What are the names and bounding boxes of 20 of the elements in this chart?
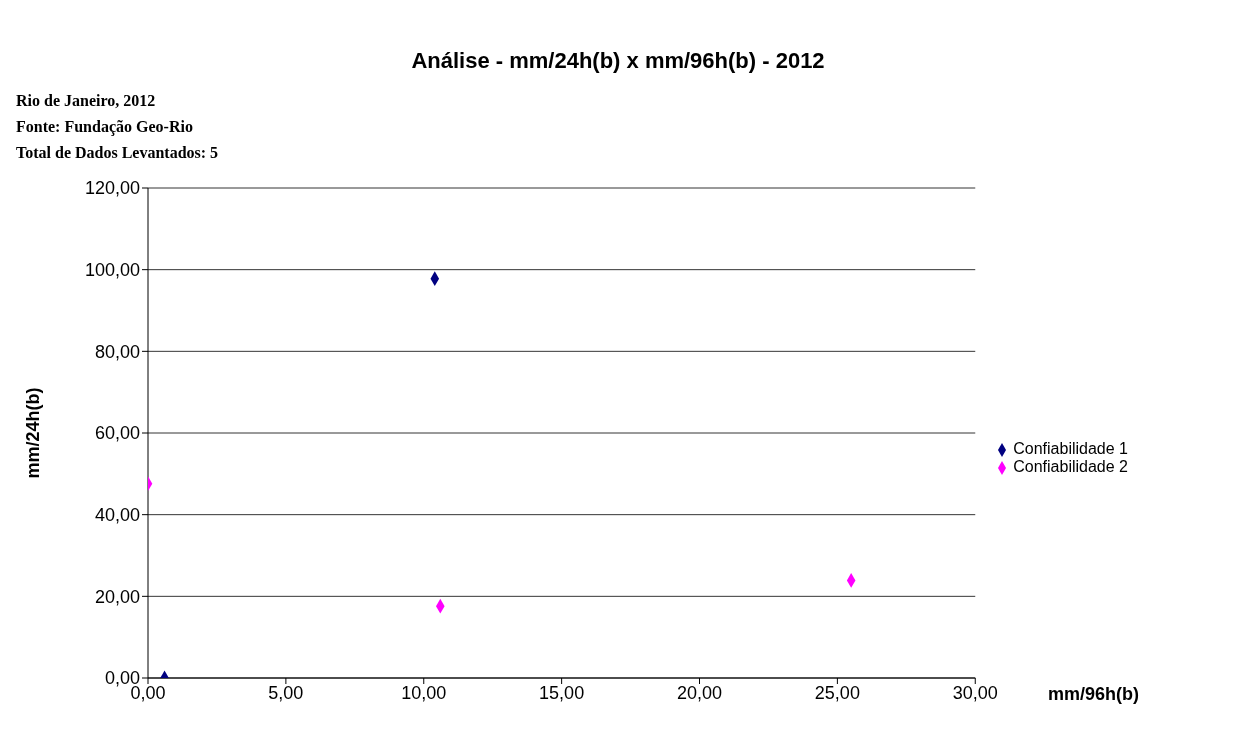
text: Total de Dados Levantados: 5	[16, 143, 219, 163]
y-tick-label: 80,00	[94, 341, 140, 362]
source-note: Fonte: Fundação Geo-Rio	[16, 117, 194, 138]
x-tick-label: 20,00	[676, 682, 723, 703]
x-tick-label: 15,00	[539, 682, 585, 703]
text: Rio de Janeiro, 2012	[16, 91, 157, 111]
legend-label: Confiabilidade 1	[1013, 440, 1128, 457]
x-axis-title: mm/96h(b)	[1048, 684, 1140, 705]
chart-title: Análise - mm/24h(b) x mm/96h(b) - 2012	[410, 48, 826, 74]
y-tick-label: 40,00	[94, 505, 140, 526]
x-tick-label: 30,00	[952, 682, 998, 703]
x-tick-label: 5,00	[268, 682, 304, 703]
y-tick-label: 60,00	[94, 423, 140, 444]
y-axis-title: mm/24h(b)	[23, 387, 44, 479]
y-tick-label: 120,00	[84, 178, 140, 199]
y-tick-label: 20,00	[94, 586, 140, 607]
legend-label: Confiabilidade 2	[1013, 458, 1128, 475]
y-tick-label: 100,00	[84, 260, 140, 281]
x-tick-label: 25,00	[814, 682, 860, 703]
x-tick-label: 10,00	[401, 682, 447, 703]
